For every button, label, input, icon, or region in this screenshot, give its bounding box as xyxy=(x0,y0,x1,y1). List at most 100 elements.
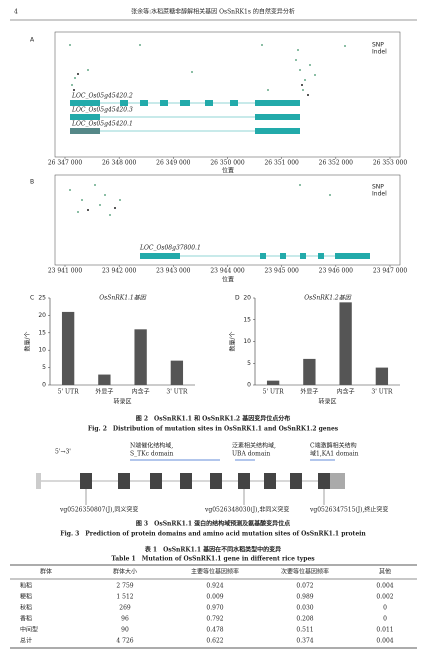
table-cell: 2 759 xyxy=(116,583,133,590)
table-title: 表 1 OsSnRK1.1 基因在不同水稻类型中的变异 xyxy=(144,546,281,554)
page-number: 4 xyxy=(14,9,18,16)
domain-label: S_TKc domain xyxy=(130,451,174,458)
bar xyxy=(98,374,111,385)
table-cell: 96 xyxy=(121,616,129,623)
bar xyxy=(375,367,389,385)
x-tick-label: 内含子 xyxy=(337,388,355,396)
bar xyxy=(61,311,75,385)
axis-tick-label: 26 353 000 xyxy=(373,160,408,167)
axis-label: 位置 xyxy=(222,167,234,175)
table-cell: 0.208 xyxy=(296,616,313,623)
table-cell: 0.970 xyxy=(206,605,223,612)
y-tick-label: 25 xyxy=(38,295,46,302)
axis-tick-label: 26 351 000 xyxy=(264,160,299,167)
y-tick-label: 15 xyxy=(243,316,251,323)
y-tick-label: 10 xyxy=(243,338,251,345)
table-cell: 粳稻 xyxy=(20,593,32,601)
table-cell: 0.002 xyxy=(376,594,393,601)
table-cell: 香稻 xyxy=(20,615,32,623)
axis-tick-label: 23 947 000 xyxy=(373,268,408,275)
table-cell: 4 726 xyxy=(116,638,133,645)
gene-label: LOC_Os08g37800.1 xyxy=(139,245,201,252)
variant-label: vg0526347515(J),终止突变 xyxy=(309,506,388,514)
table-header: 次要等位基因频率 xyxy=(281,568,329,576)
y-tick-label: 5 xyxy=(247,360,251,367)
x-tick-label: 3' UTR xyxy=(371,389,392,396)
variant-dots xyxy=(69,44,346,91)
table-cell: 0.009 xyxy=(206,594,223,601)
running-title: 张余等:水稻蔗糖非醇解相关基因 OsSnRK1s 的自然变异分析 xyxy=(131,8,295,16)
y-tick-label: 10 xyxy=(38,347,46,354)
domain-label: 泛素相关结构域, xyxy=(232,442,276,450)
figure-caption: Fig. 2 Distribution of mutation sites in… xyxy=(88,426,339,433)
axis-tick-label: 23 941 000 xyxy=(48,268,83,275)
panel-label: A xyxy=(30,37,35,44)
y-tick-label: 15 xyxy=(38,329,46,336)
y-axis-label: 数量/个 xyxy=(229,331,237,351)
domain-label: 域1,KA1 domain xyxy=(310,450,359,458)
table-cell: 0.924 xyxy=(206,583,223,590)
table-cell: 0.004 xyxy=(376,583,393,590)
axis-tick-label: 26 352 000 xyxy=(319,160,354,167)
table-cell: 0.511 xyxy=(296,627,313,634)
gene-label: LOC_Os05g45420.3 xyxy=(71,107,133,114)
panel-label: C xyxy=(30,295,34,302)
axis-tick-label: 23 943 000 xyxy=(156,268,191,275)
bar xyxy=(339,302,352,385)
table-title: Table 1 Mutation of OsSnRK1.1 gene in di… xyxy=(111,556,315,563)
table-header: 群体 xyxy=(40,568,52,576)
panel-label: B xyxy=(30,179,34,186)
bar xyxy=(303,358,316,385)
axis-tick-label: 26 350 000 xyxy=(210,160,245,167)
figure-caption: 图 2 OsSnRK1.1 和 OsSnRK1.2 基因变异位点分布 xyxy=(136,415,290,423)
table-cell: 1 512 xyxy=(116,594,133,601)
variant-label: vg0526348030(J),非同义突变 xyxy=(204,506,289,514)
x-axis-label: 转录区 xyxy=(113,398,131,406)
gene-model xyxy=(140,253,370,259)
table-cell: 籼稻 xyxy=(20,582,32,590)
domain-label: UBA domain xyxy=(232,451,270,458)
y-axis-label: 数量/个 xyxy=(24,331,32,351)
x-tick-label: 内含子 xyxy=(132,388,150,396)
gene-label: LOC_Os05g45420.2 xyxy=(71,93,133,100)
direction-label: 5'→3' xyxy=(55,449,71,456)
domain-label: N端催化结构域, xyxy=(130,442,173,450)
table-cell: 0.374 xyxy=(296,638,313,645)
x-tick-label: 外显子 xyxy=(300,388,318,396)
panel-frame xyxy=(54,174,401,266)
bar xyxy=(170,360,184,385)
legend-entry: SNP xyxy=(372,184,384,191)
table-cell: 0.478 xyxy=(206,627,223,634)
y-tick-label: 0 xyxy=(42,382,46,389)
table-cell: 0.011 xyxy=(376,627,393,634)
x-tick-label: 3' UTR xyxy=(166,389,187,396)
indel-dots xyxy=(73,73,309,96)
table-cell: 0.622 xyxy=(206,638,223,645)
x-tick-label: 外显子 xyxy=(95,388,113,396)
axis-tick-label: 26 347 000 xyxy=(48,160,83,167)
figure-caption: 图 3 OsSnRK1.1 蛋白的结构域预测及氨基酸变异位点 xyxy=(136,520,290,528)
table-cell: 0.004 xyxy=(376,638,393,645)
table-cell: 秋稻 xyxy=(20,604,32,612)
table-cell: 0.792 xyxy=(206,616,223,623)
table-cell: 中间型 xyxy=(20,626,38,634)
table-cell: 0 xyxy=(383,605,387,612)
table-cell: 总计 xyxy=(20,637,32,645)
axis-tick-label: 23 946 000 xyxy=(319,268,354,275)
x-axis-label: 转录区 xyxy=(318,398,336,406)
table-header: 群体大小 xyxy=(113,568,137,576)
gene-label: LOC_Os05g45420.1 xyxy=(71,121,133,128)
table-cell: 0.072 xyxy=(296,583,313,590)
axis-tick-label: 23 945 000 xyxy=(264,268,299,275)
variant-label: vg0526350807(J),同义突变 xyxy=(59,506,138,514)
table-cell: 0.989 xyxy=(296,594,313,601)
x-tick-label: 5' UTR xyxy=(58,389,79,396)
axis-tick-label: 26 349 000 xyxy=(156,160,191,167)
chart-title: OsSnRK1.2基因 xyxy=(304,294,352,302)
legend-entry: Indel xyxy=(372,191,387,198)
y-tick-label: 0 xyxy=(247,382,251,389)
domain-label: C端激酶相关结构 xyxy=(310,442,357,450)
bar xyxy=(134,329,147,385)
table-cell: 90 xyxy=(121,627,129,634)
table-cell: 0 xyxy=(383,616,387,623)
